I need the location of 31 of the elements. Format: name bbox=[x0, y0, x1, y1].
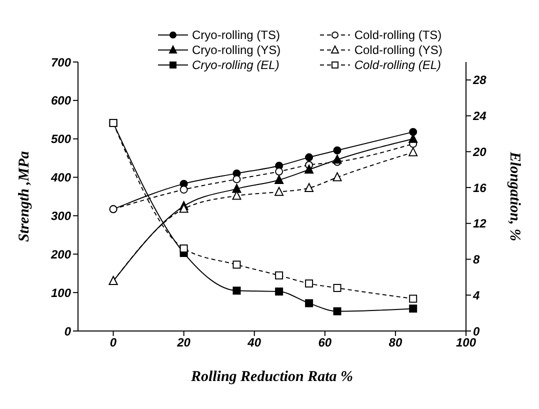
y-tick-label: 500 bbox=[50, 132, 72, 146]
y2-tick-label: 4 bbox=[472, 288, 480, 302]
y-axis-title: Strength ,MPa bbox=[16, 150, 32, 242]
y2-tick-label: 12 bbox=[473, 216, 487, 231]
y-tick-label: 300 bbox=[50, 208, 72, 223]
legend-label: Cryo-rolling (TS) bbox=[192, 28, 280, 42]
y-tick-label: 700 bbox=[50, 55, 72, 70]
legend-label: Cold-rolling (TS) bbox=[354, 28, 442, 42]
x-tick-label: 100 bbox=[456, 336, 476, 350]
x-tick-label: 0 bbox=[110, 336, 117, 350]
y-tick-label: 0 bbox=[64, 324, 72, 338]
y2-tick-label: 28 bbox=[472, 73, 487, 88]
legend-label: Cryo-rolling (EL) bbox=[192, 58, 280, 72]
x-axis-title: Rolling Reduction Rata % bbox=[190, 369, 354, 385]
legend-label: Cryo-rolling (YS) bbox=[192, 43, 281, 57]
legend-label: Cold-rolling (EL) bbox=[354, 58, 442, 72]
y2-axis-title: Elongation, % bbox=[506, 150, 523, 242]
y-tick-label: 100 bbox=[50, 286, 72, 300]
y2-tick-label: 8 bbox=[473, 252, 480, 267]
x-tick-label: 20 bbox=[176, 336, 191, 350]
x-tick-label: 40 bbox=[246, 336, 262, 350]
y-tick-label: 200 bbox=[50, 247, 72, 262]
x-tick-label: 80 bbox=[388, 336, 402, 350]
y2-tick-label: 20 bbox=[472, 144, 487, 159]
y-tick-label: 400 bbox=[50, 170, 72, 185]
y2-tick-label: 24 bbox=[472, 109, 487, 124]
y2-tick-label: 16 bbox=[473, 180, 487, 195]
x-tick-label: 60 bbox=[318, 336, 332, 350]
legend-label: Cold-rolling (YS) bbox=[354, 43, 442, 57]
y-tick-label: 600 bbox=[50, 94, 72, 108]
y2-tick-label: 0 bbox=[473, 324, 480, 338]
